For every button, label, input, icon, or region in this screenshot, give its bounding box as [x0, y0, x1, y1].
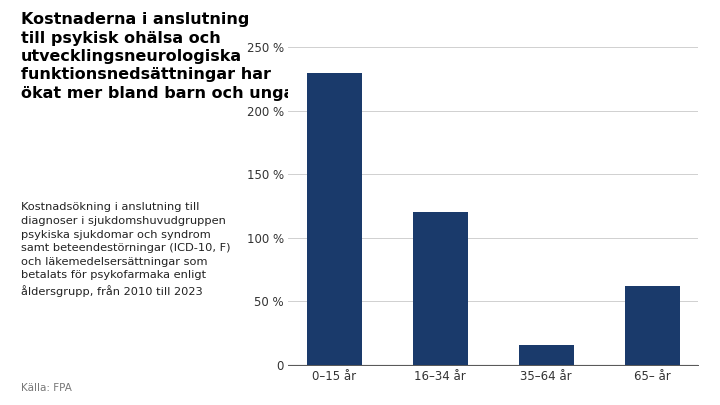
Text: Kostnadsökning i anslutning till
diagnoser i sjukdomshuvudgruppen
psykiska sjukd: Kostnadsökning i anslutning till diagnos… [21, 202, 230, 297]
Bar [625, 286, 680, 364]
Bar [307, 73, 361, 364]
Text: Kostnaderna i anslutning
till psykisk ohälsa och
utvecklingsneurologiska
funktio: Kostnaderna i anslutning till psykisk oh… [21, 12, 294, 100]
Text: Källa: FPA: Källa: FPA [21, 383, 72, 393]
Bar [413, 212, 468, 364]
Bar [518, 345, 574, 364]
